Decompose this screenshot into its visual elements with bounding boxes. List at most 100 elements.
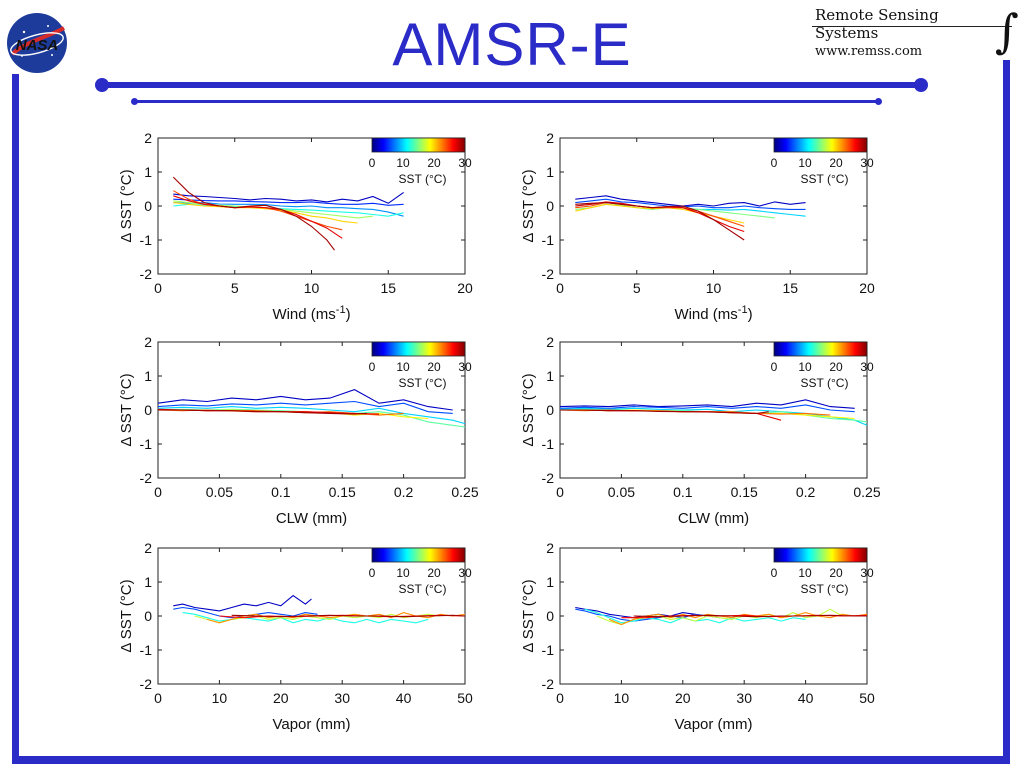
series-line [173, 202, 358, 224]
y-tick-label: 0 [546, 402, 554, 418]
chart-clw-left: 0 0.05 0.1 0.15 0.2 0.25 -2 -1 0 1 2 CLW (mm) Δ SST … [118, 334, 479, 527]
x-tick-label: 0 [556, 484, 564, 500]
y-tick-label: 0 [144, 608, 152, 624]
y-tick-label: 1 [546, 164, 554, 180]
x-tick-label: 5 [231, 280, 239, 296]
colorbar-tick-label: 10 [396, 566, 410, 580]
y-tick-label: -1 [140, 436, 153, 452]
title-rule-dot-right [914, 78, 928, 92]
series-line [231, 614, 466, 618]
brand-underline [812, 26, 1012, 27]
x-tick-label: 0 [154, 484, 162, 500]
x-tick-label: 0.1 [673, 484, 693, 500]
series-line [157, 389, 453, 411]
x-axis-label: Wind (ms-1) [674, 304, 752, 323]
colorbar-label: SST (°C) [399, 376, 447, 390]
x-tick-label: 0.15 [329, 484, 356, 500]
subtitle-rule [134, 100, 879, 103]
colorbar [371, 547, 466, 563]
chart-vapor-right: 0 10 20 30 40 50 -2 -1 0 1 2 Vapor (mm) Δ SST (°C) 0 1… [520, 540, 875, 733]
colorbar [773, 137, 868, 153]
y-tick-label: -1 [140, 642, 153, 658]
y-tick-label: 2 [144, 130, 152, 146]
y-axis-label: Δ SST (°C) [520, 579, 537, 652]
x-tick-label: 20 [273, 690, 289, 706]
chart-wind-right: 0 5 10 15 20 -2 -1 0 1 2 Wind (ms-1) Δ SST (°C) 0 10 2… [520, 130, 875, 323]
y-tick-label: 1 [144, 164, 152, 180]
frame-bottom [12, 756, 1010, 764]
x-tick-label: 0.05 [206, 484, 233, 500]
chart-clw-right: 0 0.05 0.1 0.15 0.2 0.25 -2 -1 0 1 2 CLW (mm) Δ SST … [520, 334, 881, 527]
y-tick-label: -1 [542, 642, 555, 658]
title-rule [101, 82, 921, 88]
series-line [633, 614, 867, 618]
x-tick-label: 0 [154, 280, 162, 296]
y-tick-label: -1 [542, 232, 555, 248]
x-tick-label: 10 [304, 280, 320, 296]
y-tick-label: -2 [542, 676, 555, 692]
org-url[interactable]: www.remss.com [815, 44, 923, 59]
series-line [173, 195, 343, 239]
x-tick-label: 10 [614, 690, 630, 706]
x-tick-label: 40 [396, 690, 412, 706]
x-tick-label: 0 [556, 690, 564, 706]
page-title: AMSR-E [392, 11, 632, 78]
series-line [158, 409, 367, 415]
colorbar-tick-label: 20 [829, 360, 843, 374]
colorbar-tick-label: 10 [798, 156, 812, 170]
chart-vapor-left: 0 10 20 30 40 50 -2 -1 0 1 2 Vapor (mm) Δ SST (°C) 0 1… [118, 540, 473, 733]
x-tick-label: 15 [782, 280, 798, 296]
y-axis-label: Δ SST (°C) [118, 373, 135, 446]
colorbar-tick-label: 0 [369, 156, 376, 170]
colorbar-tick-label: 0 [771, 566, 778, 580]
colorbar-tick-label: 30 [860, 360, 874, 374]
x-tick-label: 30 [736, 690, 752, 706]
colorbar [773, 341, 868, 357]
colorbar-tick-label: 30 [458, 566, 472, 580]
x-tick-label: 10 [212, 690, 228, 706]
x-tick-label: 5 [633, 280, 641, 296]
integral-mark-icon: ∫ [995, 4, 1019, 58]
x-tick-label: 0.25 [853, 484, 880, 500]
x-tick-label: 0.2 [796, 484, 816, 500]
x-tick-label: 15 [380, 280, 396, 296]
subtitle-rule-dot-left [131, 98, 138, 105]
y-tick-label: 2 [546, 334, 554, 350]
y-axis-label: Δ SST (°C) [118, 169, 135, 242]
series-line [173, 202, 404, 217]
x-tick-label: 0 [154, 690, 162, 706]
colorbar-tick-label: 20 [427, 360, 441, 374]
y-tick-label: 2 [144, 540, 152, 556]
series-line [157, 400, 453, 414]
colorbar-tick-label: 20 [427, 566, 441, 580]
colorbar-tick-label: 30 [860, 566, 874, 580]
y-tick-label: 1 [546, 368, 554, 384]
colorbar-tick-label: 20 [829, 566, 843, 580]
y-tick-label: -1 [140, 232, 153, 248]
x-tick-label: 0.2 [394, 484, 414, 500]
colorbar-tick-label: 20 [829, 156, 843, 170]
colorbar [773, 547, 868, 563]
series-line [575, 201, 745, 233]
x-axis-label: Vapor (mm) [674, 716, 752, 733]
colorbar [371, 341, 466, 357]
x-tick-label: 30 [334, 690, 350, 706]
chart-wind-left: 0 5 10 15 20 -2 -1 0 1 2 Wind (ms-1) Δ SST (°C) 0 10 2… [118, 130, 473, 323]
y-tick-label: 2 [144, 334, 152, 350]
y-tick-label: -2 [140, 266, 153, 282]
series-line [182, 612, 429, 624]
y-tick-label: -1 [542, 436, 555, 452]
x-tick-label: 0.15 [731, 484, 758, 500]
colorbar-tick-label: 10 [798, 360, 812, 374]
colorbar-label: SST (°C) [399, 582, 447, 596]
y-tick-label: 1 [144, 368, 152, 384]
series-line [157, 406, 466, 425]
y-axis-label: Δ SST (°C) [118, 579, 135, 652]
y-tick-label: 0 [546, 198, 554, 214]
y-axis-label: Δ SST (°C) [520, 169, 537, 242]
title-rule-dot-left [95, 78, 109, 92]
series-line [173, 198, 404, 206]
colorbar-tick-label: 0 [369, 566, 376, 580]
nasa-logo: NASA [7, 13, 67, 73]
y-axis-label: Δ SST (°C) [520, 373, 537, 446]
